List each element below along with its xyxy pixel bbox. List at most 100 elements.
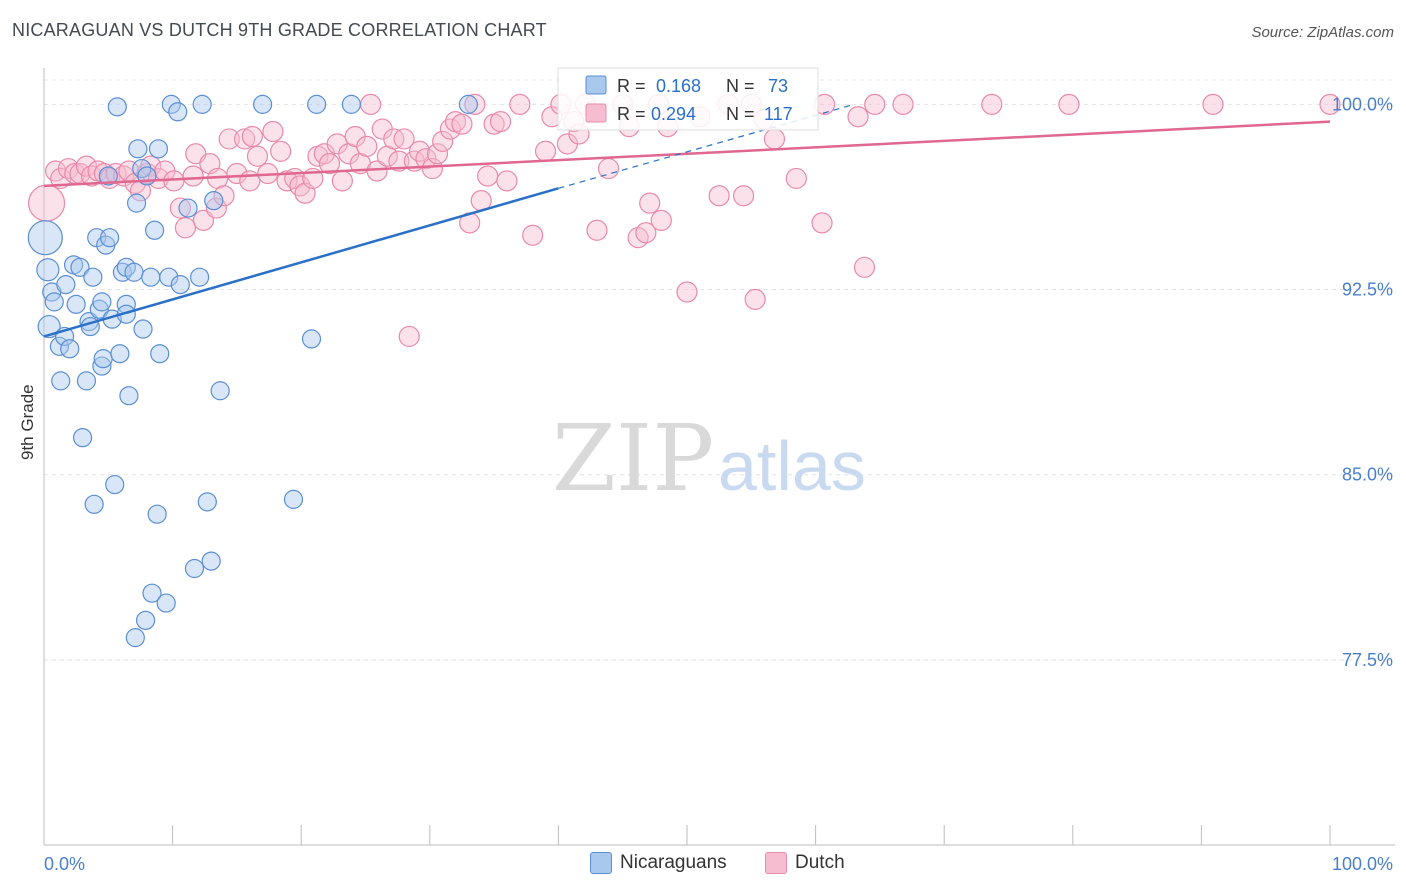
dutch-point xyxy=(892,93,914,115)
nicaraguan-point xyxy=(301,329,322,349)
nicaraguan-point xyxy=(168,102,188,122)
dutch-point xyxy=(981,93,1003,115)
legend-n-label-nicaraguans: N = xyxy=(726,76,755,96)
x-tick-labels: 0.0% 100.0% xyxy=(44,854,1393,874)
nicaraguan-point xyxy=(44,292,64,312)
nicaraguan-point xyxy=(210,381,230,401)
x-tick-label-start: 0.0% xyxy=(44,854,85,874)
y-tick-label: 85.0% xyxy=(1342,465,1393,485)
stats-legend: R = 0.168 N = 73 R = 0.294 N = 117 xyxy=(557,67,819,131)
dutch-point xyxy=(388,150,410,172)
dutch-point xyxy=(489,111,512,133)
source-label: Source: ZipAtlas.com xyxy=(1251,24,1394,41)
nicaraguan-point xyxy=(37,314,61,339)
watermark-atlas: atlas xyxy=(718,427,866,505)
legend-n-value-nicaraguans: 73 xyxy=(768,76,788,96)
nicaraguan-point xyxy=(458,94,478,114)
nicaraguan-point xyxy=(107,97,127,117)
nicaraguan-point xyxy=(60,339,80,359)
dutch-point xyxy=(276,170,298,192)
watermark-zip: ZIP xyxy=(552,405,714,512)
legend-swatch-dutch-bottom xyxy=(765,852,787,874)
nicaraguan-point xyxy=(124,262,144,282)
nicaraguan-point xyxy=(110,344,130,364)
nicaraguan-point xyxy=(83,267,103,287)
chart-title: NICARAGUAN VS DUTCH 9TH GRADE CORRELATIO… xyxy=(12,20,547,40)
dutch-point xyxy=(239,170,261,192)
dutch-point xyxy=(635,222,657,244)
nicaraguan-point xyxy=(159,267,179,287)
nicaraguan-point xyxy=(93,349,113,369)
dutch-point xyxy=(366,160,388,182)
nicaraguan-point xyxy=(70,257,90,277)
dutch-point xyxy=(676,281,698,303)
dutch-point xyxy=(398,325,420,348)
dutch-point xyxy=(522,224,544,246)
dutch-point xyxy=(226,162,248,185)
dutch-point xyxy=(853,256,876,278)
nicaraguan-point xyxy=(133,319,153,339)
dutch-point xyxy=(241,125,263,148)
legend-swatch-nicaraguans xyxy=(585,75,607,95)
nicaraguan-point xyxy=(84,494,104,514)
y-axis-label: 9th Grade xyxy=(18,384,37,460)
dutch-point xyxy=(464,93,486,115)
legend-r-value-dutch: 0.294 xyxy=(651,104,696,124)
dutch-point xyxy=(426,143,449,165)
dutch-point xyxy=(586,219,608,241)
dutch-point xyxy=(331,170,353,192)
dutch-point xyxy=(496,170,518,192)
dutch-point xyxy=(785,167,807,190)
axes xyxy=(43,68,1395,846)
dutch-point xyxy=(270,140,292,162)
nicaraguan-point xyxy=(190,267,210,287)
nicaraguan-point xyxy=(170,274,190,295)
nicaraguan-point xyxy=(144,220,165,240)
nicaraguan-point xyxy=(105,474,125,495)
dutch-point xyxy=(169,197,191,219)
dutch-point xyxy=(477,165,499,187)
legend-r-label-nicaraguans: R = xyxy=(617,76,646,96)
dutch-point xyxy=(1202,93,1224,115)
dutch-point xyxy=(811,212,833,234)
dutch-point xyxy=(356,135,378,157)
nicaraguan-point xyxy=(156,593,176,613)
nicaraguan-point xyxy=(56,274,76,295)
dutch-point xyxy=(218,128,240,150)
nicaraguan-point xyxy=(27,220,63,256)
dutch-point xyxy=(639,192,661,214)
dutch-point xyxy=(234,128,256,150)
dutch-point xyxy=(246,145,269,167)
dutch-point xyxy=(708,185,730,207)
dutch-point xyxy=(75,155,98,177)
dutch-point xyxy=(393,128,415,150)
bottom-legend: Nicaraguans Dutch xyxy=(0,852,1406,878)
nicaraguan-points xyxy=(27,94,478,648)
y-tick-label: 100.0% xyxy=(1332,94,1393,114)
dutch-point xyxy=(732,185,755,207)
nicaraguan-point xyxy=(307,94,327,114)
nicaraguan-point xyxy=(147,504,167,524)
dutch-point xyxy=(763,128,786,150)
dutch-trend-line xyxy=(43,120,1331,188)
dutch-point xyxy=(864,93,886,115)
dutch-point xyxy=(262,120,284,143)
dutch-point xyxy=(534,140,557,162)
nicaraguan-point xyxy=(142,583,162,603)
nicaraguan-point xyxy=(92,356,112,376)
nicaraguan-point xyxy=(128,139,148,159)
dutch-point xyxy=(650,209,672,232)
nicaraguan-point xyxy=(178,198,198,218)
nicaraguan-trend-line xyxy=(43,187,559,338)
dutch-point xyxy=(174,217,197,239)
nicaraguan-point xyxy=(283,489,304,509)
dutch-point xyxy=(744,288,766,311)
dutch-point xyxy=(1319,93,1341,115)
dutch-point xyxy=(192,209,215,232)
nicaraguan-point xyxy=(201,551,221,571)
dutch-point xyxy=(509,93,531,115)
nicaraguan-point xyxy=(99,228,120,248)
nicaraguan-point xyxy=(125,628,145,648)
nicaraguan-point xyxy=(150,344,170,364)
nicaraguan-point xyxy=(253,94,273,114)
